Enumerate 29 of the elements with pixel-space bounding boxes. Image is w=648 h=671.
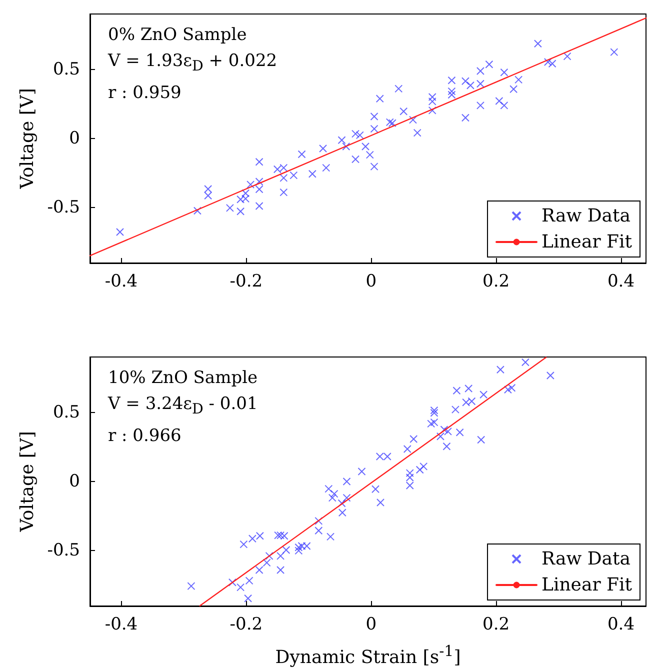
y-axis-title: Voltage [V]: [16, 431, 38, 533]
x-axis-title: Dynamic Strain [s$^{-1}$]: [274, 642, 462, 668]
x-tick-label: 0.2: [482, 614, 510, 634]
x-tick-label: 0.2: [482, 272, 510, 292]
annotation: r : 0.959: [108, 82, 182, 104]
x-tick-label: 0: [366, 614, 377, 634]
x-tick-label: -0.2: [230, 614, 263, 634]
x-tick-label: 0: [366, 272, 377, 292]
y-tick-label: 0.5: [52, 402, 80, 422]
x-tick-label: 0.4: [607, 272, 635, 292]
y-tick-label: -0.5: [47, 198, 80, 218]
legend-label: Raw Data: [542, 206, 631, 226]
y-axis-title: Voltage [V]: [16, 88, 38, 190]
y-tick-label: 0: [69, 472, 80, 492]
x-tick-label: -0.2: [230, 272, 263, 292]
x-tick-label: 0.4: [607, 614, 635, 634]
x-tick-label: -0.4: [104, 272, 138, 292]
legend-label: Raw Data: [542, 548, 631, 570]
y-tick-label: 0.5: [52, 59, 80, 80]
y-tick-label: 0: [69, 128, 80, 148]
legend-label: Linear Fit: [542, 574, 633, 596]
x-tick-label: -0.4: [104, 614, 138, 634]
annotation: 0% ZnO Sample: [108, 24, 247, 46]
annotation: V = 3.24ε$_{D}$ - 0.01: [108, 393, 258, 420]
legend-label: Linear Fit: [542, 232, 633, 252]
y-tick-label: -0.5: [47, 540, 80, 561]
annotation: r : 0.966: [108, 425, 182, 447]
annotation: V = 1.93ε$_{D}$ + 0.022: [108, 50, 278, 76]
annotation: 10% ZnO Sample: [108, 367, 258, 389]
